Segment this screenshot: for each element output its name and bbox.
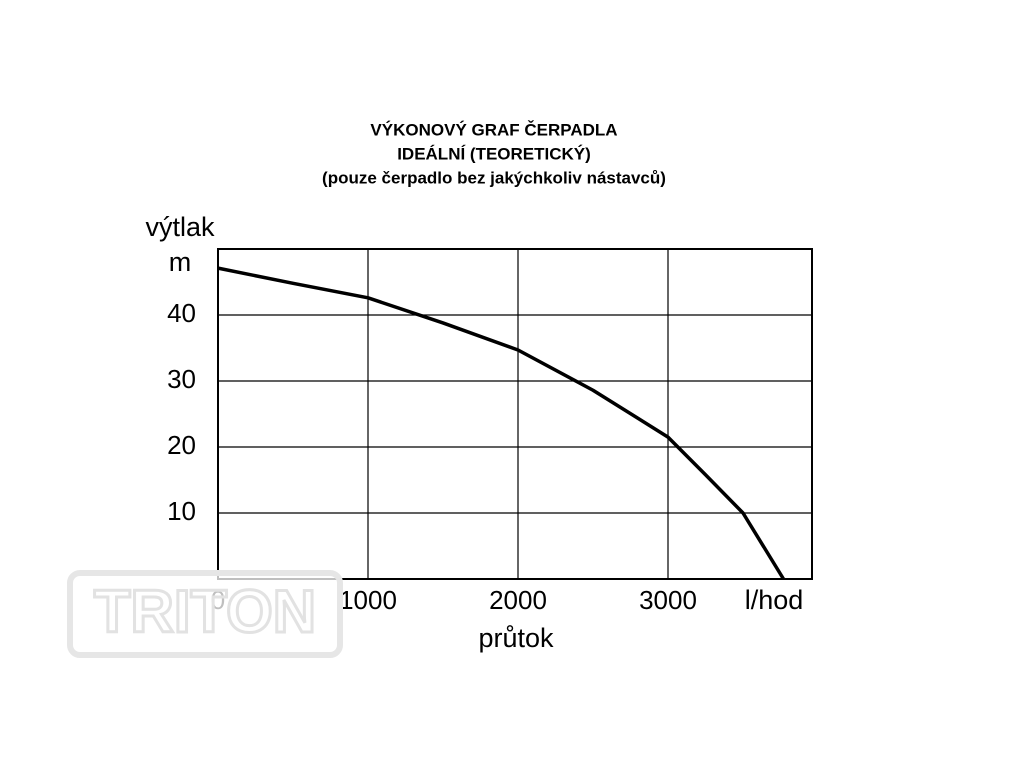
chart-subtitle: IDEÁLNÍ (TEORETICKÝ) [397, 144, 591, 163]
watermark: TRITON [94, 578, 316, 645]
curve [217, 266, 785, 580]
x-axis-label: průtok [478, 623, 554, 653]
watermark-box [67, 570, 343, 658]
x-tick-label: 2000 [489, 585, 547, 615]
chart-note: (pouze čerpadlo bez jakýchkoliv nástavců… [322, 168, 666, 187]
y-tick-label: 20 [167, 430, 196, 460]
chart-title: VÝKONOVÝ GRAF ČERPADLA [370, 120, 617, 139]
x-tick-label: 3000 [639, 585, 697, 615]
y-axis-unit: m [169, 247, 192, 277]
plot-frame [217, 248, 813, 580]
y-tick-label: 30 [167, 364, 196, 394]
x-axis-unit: l/hod [745, 585, 804, 615]
x-tick-label: 1000 [339, 585, 397, 615]
y-axis-label: výtlak [145, 212, 215, 242]
y-tick-label: 10 [167, 496, 196, 526]
y-tick-label: 40 [167, 298, 196, 328]
